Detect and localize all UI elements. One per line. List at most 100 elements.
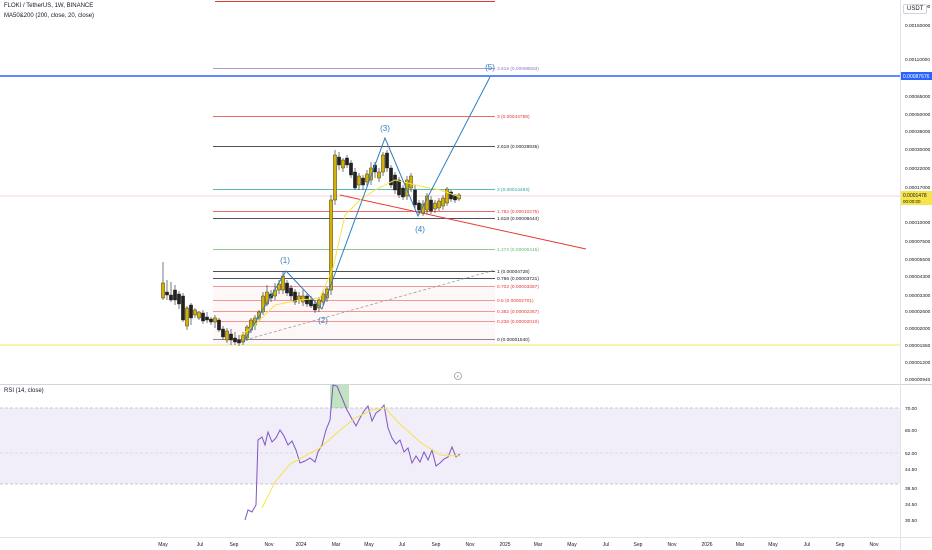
- time-tick-label: Sep: [230, 542, 239, 548]
- event-marker-icon[interactable]: [454, 372, 462, 380]
- fib-label: 1.782 (0.00010275): [497, 209, 539, 215]
- candle-body: [357, 175, 361, 186]
- rsi-indicator-title[interactable]: RSI (14, close): [4, 388, 44, 394]
- candle-body: [361, 177, 365, 186]
- time-tick-label: 2026: [701, 542, 712, 548]
- rsi-tick-label: 52.00: [905, 451, 917, 457]
- candle-body: [393, 174, 397, 191]
- time-tick-label: Jul: [399, 542, 405, 548]
- fib-label: 3 (0.00044759): [497, 114, 530, 120]
- candle-body: [401, 187, 405, 198]
- price-tick-label: 0.00001550: [905, 343, 931, 349]
- candle-body: [229, 333, 233, 341]
- rsi-axis[interactable]: 70.00 60.00 52.00 44.50 38.50 34.50 30.50: [905, 406, 917, 524]
- candle-body: [445, 188, 449, 204]
- time-tick-label: Mar: [736, 542, 745, 548]
- price-axis[interactable]: 0.002000000.001500000.001100000.00065000…: [905, 4, 931, 383]
- main-pane[interactable]: [0, 0, 900, 383]
- candle-body: [345, 157, 349, 166]
- elliott-wave-path: [242, 76, 491, 344]
- time-tick-label: Mar: [332, 542, 341, 548]
- candle-body: [449, 191, 453, 200]
- candle-body: [261, 295, 265, 313]
- candle-body: [385, 152, 389, 169]
- time-tick-label: Jul: [603, 542, 609, 548]
- candle-body: [293, 291, 297, 303]
- price-tick-label: 0.00017000: [905, 185, 931, 191]
- time-tick-label: Nov: [466, 542, 475, 548]
- ma-indicator-title[interactable]: MA50&200 (200, close, 20, close): [4, 13, 95, 19]
- time-tick-label: 2024: [295, 542, 306, 548]
- fib-label: 2 (0.00014483): [497, 187, 530, 193]
- fib-label: 3.618 (0.00088593): [497, 66, 539, 72]
- candle-body: [365, 173, 369, 183]
- candle-body: [313, 303, 317, 311]
- fib-label: 0.5 (0.00002701): [497, 298, 534, 304]
- candle-body: [341, 159, 345, 169]
- fib-label: 0.702 (0.00003387): [497, 284, 539, 290]
- rsi-band: [0, 408, 900, 484]
- time-tick-label: May: [364, 542, 374, 548]
- wave-label: (1): [280, 256, 290, 265]
- candle-body: [305, 295, 309, 305]
- fib-label: 0.236 (0.00002010): [497, 319, 539, 325]
- price-tick-label: 0.00050000: [905, 112, 931, 118]
- candle-body: [225, 330, 229, 341]
- candle-body: [417, 202, 421, 211]
- candle-body: [265, 291, 269, 305]
- rsi-tick-label: 34.50: [905, 502, 917, 508]
- price-tag-timer: 00:00:00: [903, 199, 921, 204]
- rsi-tick-label: 38.50: [905, 486, 917, 492]
- time-tick-label: 2025: [499, 542, 510, 548]
- price-tick-label: 0.00002600: [905, 309, 931, 315]
- wave-label: (4): [415, 225, 425, 234]
- time-tick-label: Jul: [197, 542, 203, 548]
- candle-body: [429, 199, 433, 212]
- fib-label: 2.618 (0.00028935): [497, 144, 539, 150]
- candle-body: [337, 156, 341, 166]
- price-tick-label: 0.00004300: [905, 274, 931, 280]
- time-tick-label: May: [158, 542, 168, 548]
- currency-button[interactable]: USDT: [903, 4, 928, 14]
- candle-body: [165, 291, 169, 296]
- candles: [161, 150, 461, 346]
- candle-body: [237, 339, 241, 344]
- candle-body: [161, 282, 165, 299]
- wave-label: (3): [380, 124, 390, 133]
- price-tick-label: 0.00022000: [905, 166, 931, 172]
- candle-body: [325, 288, 329, 299]
- candle-body: [309, 299, 313, 307]
- candle-body: [329, 199, 333, 291]
- rsi-tick-label: 60.00: [905, 428, 917, 434]
- candle-body: [437, 200, 441, 209]
- ma-line: [239, 179, 461, 337]
- candle-body: [413, 189, 417, 206]
- time-tick-label: Jul: [804, 542, 810, 548]
- candle-body: [301, 295, 305, 303]
- symbol-title: FLOKI / TetherUS, 1W, BINANCE: [4, 3, 94, 9]
- candle-body: [389, 167, 393, 186]
- rsi-tick-label: 44.50: [905, 467, 917, 473]
- fib-label: 0.786 (0.00003721): [497, 276, 539, 282]
- candle-body: [173, 289, 177, 301]
- price-tick-label: 0.00003300: [905, 293, 931, 299]
- candle-body: [285, 282, 289, 294]
- price-tick-label: 0.00000940: [905, 377, 931, 383]
- fib-label: 1.618 (0.00009444): [497, 216, 539, 222]
- price-tick-label: 0.00150000: [905, 23, 931, 29]
- candle-body: [181, 295, 185, 321]
- time-axis[interactable]: May Jul Sep Nov 2024 Mar May Jul Sep Nov 2025 Mar Ma…: [158, 542, 879, 548]
- time-tick-label: Nov: [265, 542, 274, 548]
- candle-body: [297, 295, 301, 301]
- event-marker-glyph: F: [457, 374, 460, 379]
- fib-label: 1 (0.00004728): [497, 269, 530, 275]
- candle-body: [213, 317, 217, 323]
- candle-body: [349, 162, 353, 176]
- candle-body: [289, 287, 293, 297]
- price-tick-label: 0.00010000: [905, 220, 931, 226]
- fib-label: 0.382 (0.00002367): [497, 309, 539, 315]
- candle-body: [177, 293, 181, 305]
- candle-body: [189, 304, 193, 319]
- price-tag-blue: 0.00087676: [903, 74, 930, 80]
